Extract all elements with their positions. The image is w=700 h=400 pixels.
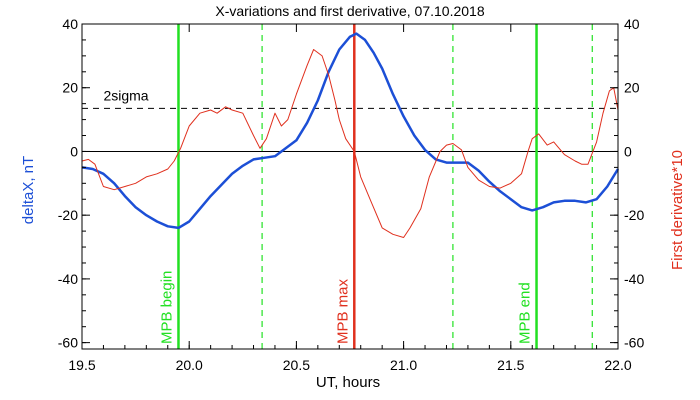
- chart-title: X-variations and first derivative, 07.10…: [215, 3, 484, 19]
- y-tick-label-right-2: 20: [624, 80, 640, 96]
- y-axis-label-right: First derivative*10: [669, 150, 686, 270]
- series-line-deltaX: [81, 32, 620, 230]
- x-tick-label-5: 21.5: [497, 357, 524, 373]
- y-tick-label-right-3: 0: [624, 143, 632, 159]
- x-axis-label: UT, hours: [316, 374, 380, 391]
- marker-label-5: MPB end: [517, 282, 534, 344]
- y-tick-label-left-3: 0: [70, 143, 78, 159]
- y-tick-label-left-4: -20: [58, 207, 78, 223]
- x-tick-label-1: 19.5: [68, 357, 95, 373]
- plot-area: 2sigma MPB begin MPB max MPB end 19.5 20.0 20.…: [58, 16, 645, 373]
- y-tick-label-left-1: 40: [62, 16, 78, 32]
- y-tick-label-left-2: 20: [62, 80, 78, 96]
- marker-label-3: MPB max: [334, 278, 351, 344]
- plot-frame: [81, 23, 619, 350]
- y-axis-label-left: deltaX, nT: [20, 156, 37, 224]
- x-tick-label-6: 22.0: [604, 357, 631, 373]
- y-tick-label-left-5: -40: [58, 271, 78, 287]
- threshold-label: 2sigma: [103, 87, 148, 103]
- x-tick-label-3: 20.5: [283, 357, 310, 373]
- y-tick-label-right-1: 40: [624, 16, 640, 32]
- series-line-derivative: [81, 49, 619, 238]
- marker-label-1: MPB begin: [158, 271, 175, 344]
- x-tick-label-2: 20.0: [176, 357, 203, 373]
- x-tick-label-4: 21.0: [390, 357, 417, 373]
- y-tick-label-left-6: -60: [58, 335, 78, 351]
- y-tick-label-right-6: -60: [624, 335, 644, 351]
- y-tick-label-right-4: -20: [624, 207, 644, 223]
- y-tick-label-right-5: -40: [624, 271, 644, 287]
